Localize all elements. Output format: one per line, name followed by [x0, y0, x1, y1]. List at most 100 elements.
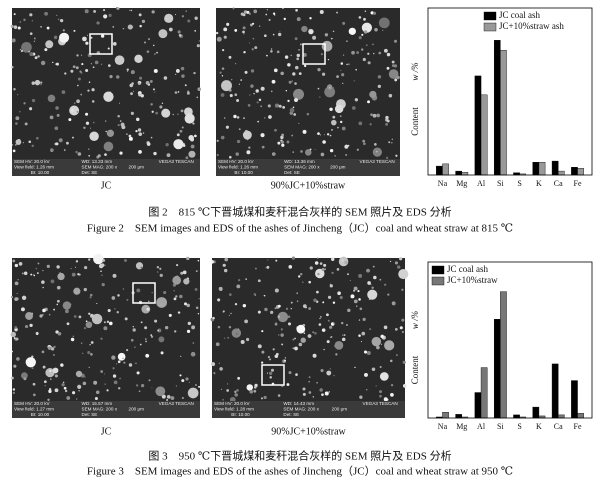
- particle: [11, 38, 16, 43]
- particle: [308, 307, 312, 310]
- particle: [44, 11, 49, 16]
- particle: [236, 284, 241, 289]
- bar: [480, 94, 488, 176]
- particle: [112, 42, 117, 46]
- particle: [166, 395, 171, 399]
- particle: [132, 326, 134, 328]
- bar: [474, 392, 482, 419]
- particle: [388, 69, 399, 79]
- particle: [362, 57, 366, 62]
- particle: [288, 371, 292, 375]
- particle: [90, 36, 93, 39]
- particle: [323, 348, 325, 351]
- particle: [394, 327, 398, 331]
- particle: [298, 122, 300, 125]
- particle: [51, 150, 53, 153]
- particle: [136, 117, 140, 122]
- particle: [114, 55, 125, 66]
- particle: [278, 334, 280, 336]
- bar: [571, 167, 578, 176]
- particle: [56, 299, 60, 303]
- particle: [265, 267, 267, 269]
- sem-background: [216, 8, 400, 176]
- sem-overlay-text: SEM MAG: 200 x: [283, 407, 319, 412]
- particle: [260, 397, 263, 400]
- particle: [31, 144, 34, 148]
- x-tick-label: Al: [477, 179, 486, 188]
- particle: [221, 80, 232, 92]
- particle: [267, 259, 269, 261]
- particle: [42, 270, 44, 272]
- particle: [101, 274, 103, 276]
- particle: [302, 392, 306, 396]
- particle: [277, 311, 289, 323]
- particle: [267, 104, 271, 108]
- particle: [13, 13, 16, 16]
- sem-overlay-text: 200 μm: [129, 407, 145, 412]
- particle: [117, 294, 120, 297]
- particle: [62, 29, 65, 32]
- particle: [30, 312, 34, 315]
- particle: [107, 308, 111, 313]
- particle: [271, 79, 276, 84]
- particle: [174, 14, 176, 16]
- particle: [130, 338, 134, 342]
- particle: [316, 381, 318, 384]
- sem-overlay-text: VEGA3 TESCAN: [360, 159, 395, 164]
- plot-frame: [427, 7, 593, 176]
- particle: [97, 154, 101, 158]
- particle: [399, 257, 403, 261]
- caption-cn: 图 3 950 ℃下晋城煤和麦秆混合灰样的 SEM 照片及 EDS 分析: [148, 449, 451, 463]
- sem-overlay-text: View field: 1.27 mm: [14, 407, 54, 412]
- particle: [272, 12, 276, 15]
- particle: [145, 81, 150, 85]
- particle: [269, 358, 272, 361]
- particle: [385, 156, 389, 160]
- particle: [46, 264, 50, 269]
- particle: [151, 10, 155, 14]
- particle: [280, 140, 284, 144]
- bar: [532, 406, 540, 419]
- particle: [159, 273, 163, 277]
- particle: [170, 396, 175, 400]
- particle: [15, 116, 20, 121]
- particle: [284, 359, 286, 362]
- particle: [117, 352, 126, 361]
- particle: [53, 35, 58, 40]
- particle: [41, 280, 45, 284]
- particle: [112, 273, 117, 278]
- particle: [294, 37, 298, 41]
- particle: [375, 150, 378, 153]
- particle: [385, 115, 389, 120]
- particle: [378, 17, 390, 29]
- bar: [442, 412, 449, 419]
- particle: [193, 71, 196, 75]
- particle: [150, 334, 153, 336]
- particle: [72, 136, 74, 139]
- particle: [351, 50, 355, 55]
- particle: [390, 141, 393, 144]
- particle: [173, 139, 184, 150]
- particle: [329, 368, 332, 370]
- particle: [175, 73, 177, 75]
- particle: [302, 387, 306, 391]
- particle: [78, 390, 80, 392]
- particle: [353, 299, 358, 304]
- particle: [117, 115, 120, 118]
- particle: [240, 12, 244, 16]
- particle: [223, 117, 226, 119]
- particle: [88, 154, 91, 157]
- particle: [88, 366, 90, 368]
- particle: [69, 105, 80, 116]
- particle: [341, 337, 346, 342]
- particle: [343, 334, 346, 337]
- particle: [280, 328, 283, 331]
- particle: [291, 134, 294, 137]
- particle: [180, 109, 184, 113]
- particle: [84, 266, 88, 270]
- particle: [246, 10, 250, 14]
- particle: [224, 268, 228, 273]
- particle: [195, 306, 199, 310]
- particle: [315, 300, 319, 303]
- particle: [198, 40, 201, 42]
